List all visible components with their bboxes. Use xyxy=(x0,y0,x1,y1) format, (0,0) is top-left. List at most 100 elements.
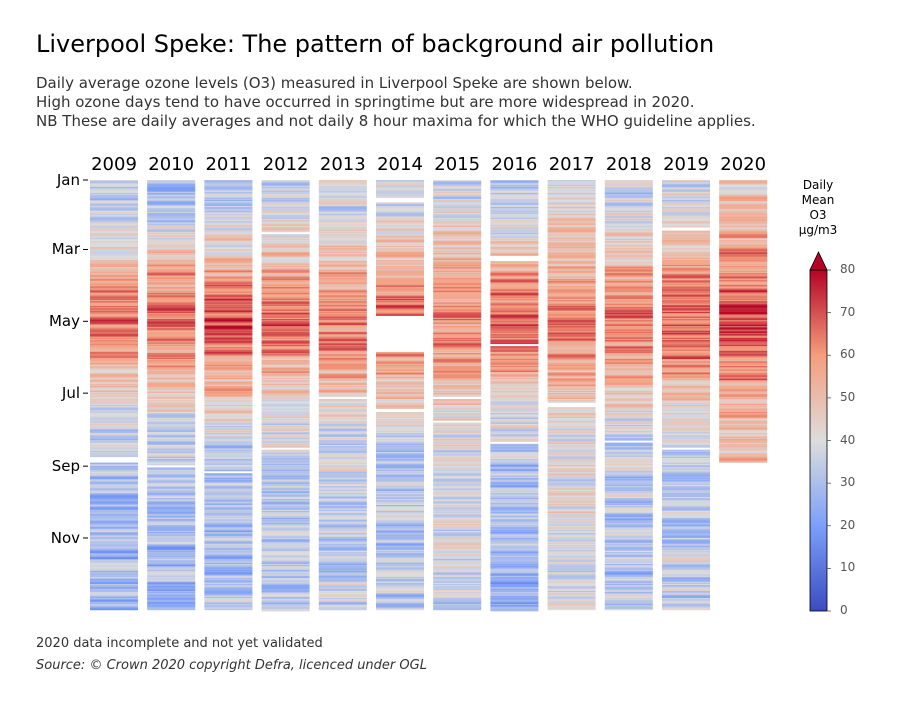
cell-2020-200 xyxy=(719,414,768,416)
cell-2019-340 xyxy=(662,579,710,581)
cell-2019-333 xyxy=(662,570,710,573)
cell-2014-281 xyxy=(376,509,424,512)
cell-2014-362 xyxy=(376,605,424,607)
cell-2015-328 xyxy=(433,565,482,567)
cell-2009-144 xyxy=(90,348,138,350)
cell-2010-50 xyxy=(147,237,196,240)
cell-2010-310 xyxy=(147,543,196,546)
cell-2017-48 xyxy=(547,235,596,237)
cell-2011-85 xyxy=(204,278,253,281)
cell-2018-91 xyxy=(604,285,653,288)
cell-2010-129 xyxy=(147,330,196,333)
cell-2019-67 xyxy=(662,257,710,260)
cell-2012-281 xyxy=(261,509,310,512)
cell-2019-190 xyxy=(662,402,710,405)
cell-2012-74 xyxy=(261,265,310,268)
cell-2014-295 xyxy=(376,526,424,528)
cell-2018-163 xyxy=(604,370,653,373)
cell-2014-256 xyxy=(376,480,424,482)
column-2013 xyxy=(318,180,367,611)
cell-2013-296 xyxy=(318,527,367,529)
cell-2009-154 xyxy=(90,360,138,362)
cell-2016-85 xyxy=(490,278,539,281)
cell-2013-238 xyxy=(318,459,367,461)
cell-2009-352 xyxy=(90,593,138,595)
cell-2017-365 xyxy=(547,608,596,611)
cell-2020-59 xyxy=(719,248,768,250)
cell-2017-211 xyxy=(547,427,596,429)
cell-2009-47 xyxy=(90,234,138,236)
cell-2017-241 xyxy=(547,462,596,465)
cell-2009-271 xyxy=(90,497,138,500)
cell-2009-268 xyxy=(90,494,138,496)
subtitle-line-3: NB These are daily averages and not dail… xyxy=(36,112,756,130)
cell-2013-43 xyxy=(318,229,367,232)
cell-2015-107 xyxy=(433,304,482,307)
cell-2012-90 xyxy=(261,284,310,287)
cell-2011-134 xyxy=(204,336,253,339)
cell-2011-52 xyxy=(204,240,253,242)
cell-2017-330 xyxy=(547,567,596,570)
cell-2017-258 xyxy=(547,482,596,485)
cell-2012-133 xyxy=(261,335,310,338)
cell-2013-92 xyxy=(318,287,367,289)
year-label-2019: 2019 xyxy=(663,154,709,175)
cell-2018-8 xyxy=(604,188,653,190)
cell-2014-361 xyxy=(376,603,424,606)
cell-2018-173 xyxy=(604,382,653,385)
cell-2020-163 xyxy=(719,370,768,373)
cell-2011-258 xyxy=(204,482,253,485)
cell-2011-16 xyxy=(204,197,253,200)
cell-2018-105 xyxy=(604,302,653,305)
cell-2019-22 xyxy=(662,204,710,207)
cell-2014-45 xyxy=(376,231,424,234)
cell-2009-39 xyxy=(90,224,138,227)
cell-2016-174 xyxy=(490,383,539,386)
cell-2010-276 xyxy=(147,503,196,506)
cell-2009-323 xyxy=(90,559,138,561)
cell-2014-356 xyxy=(376,598,424,600)
cell-2014-321 xyxy=(376,556,424,559)
cell-2017-215 xyxy=(547,432,596,434)
cell-2009-123 xyxy=(90,323,138,326)
month-label-may: May xyxy=(48,312,80,331)
cell-2009-153 xyxy=(90,358,138,361)
cell-2012-277 xyxy=(261,505,310,507)
cell-2011-171 xyxy=(204,380,253,382)
cell-2019-69 xyxy=(662,260,710,262)
cell-2016-296 xyxy=(490,527,539,529)
cell-2014-75 xyxy=(376,267,424,269)
cell-2019-265 xyxy=(662,490,710,493)
cell-2017-198 xyxy=(547,411,596,414)
cell-2012-92 xyxy=(261,287,310,289)
cell-2013-101 xyxy=(318,297,367,300)
cell-2011-215 xyxy=(204,432,253,434)
cell-2013-234 xyxy=(318,454,367,456)
cell-2018-82 xyxy=(604,275,653,277)
cell-2011-321 xyxy=(204,556,253,559)
cell-2020-23 xyxy=(719,205,768,208)
cell-2011-114 xyxy=(204,313,253,315)
cell-2016-310 xyxy=(490,543,539,546)
cell-2010-9 xyxy=(147,189,196,191)
cell-2013-69 xyxy=(318,260,367,262)
cell-2012-221 xyxy=(261,439,310,441)
cell-2018-350 xyxy=(604,590,653,593)
cell-2017-238 xyxy=(547,459,596,461)
cell-2010-335 xyxy=(147,573,196,575)
cell-2016-267 xyxy=(490,493,539,495)
cell-2020-124 xyxy=(719,324,768,327)
cell-2019-65 xyxy=(662,255,710,257)
cell-2017-230 xyxy=(547,449,596,452)
cell-2015-169 xyxy=(433,377,482,380)
cell-2018-78 xyxy=(604,270,653,273)
cell-2016-271 xyxy=(490,497,539,500)
cell-2013-207 xyxy=(318,422,367,425)
cell-2011-75 xyxy=(204,267,253,269)
cell-2020-93 xyxy=(719,288,768,290)
cell-2017-331 xyxy=(547,568,596,571)
cell-2013-195 xyxy=(318,408,367,411)
cell-2012-347 xyxy=(261,587,310,590)
cell-2010-239 xyxy=(147,460,196,462)
cell-2014-97 xyxy=(376,293,424,295)
